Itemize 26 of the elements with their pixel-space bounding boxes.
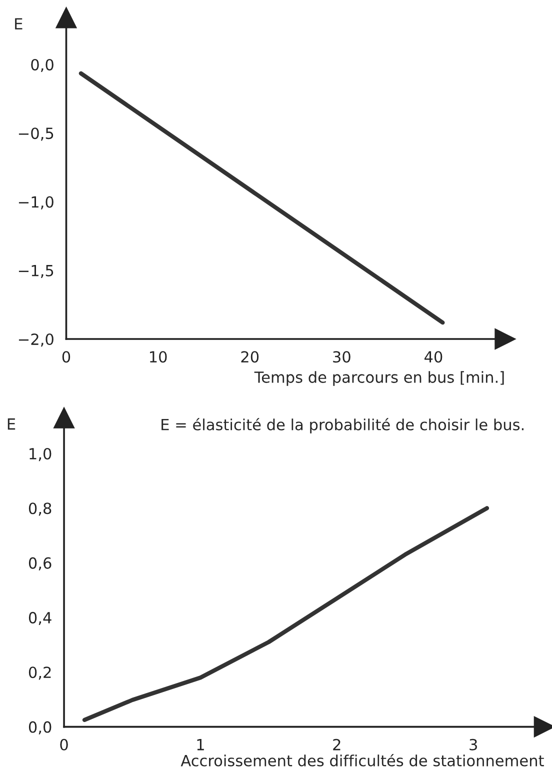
x-tick-label: 3 (470, 738, 477, 750)
x-tick-label: 0 (62, 351, 70, 363)
x-tick-label: 2 (333, 738, 340, 750)
y-tick-label: −1,0 (18, 196, 54, 210)
x-tick-label: 20 (241, 351, 259, 363)
y-axis-title: E (8, 418, 16, 430)
x-tick-label: 1 (197, 739, 204, 750)
y-tick-label: 0,4 (28, 612, 52, 626)
x-axis-title: Accroissement des difficultés de stationnement (180, 754, 544, 766)
y-tick-label: 0,8 (28, 502, 52, 516)
y-tick-label: 1,0 (30, 448, 52, 462)
y-tick-label: −2,0 (18, 333, 54, 347)
annotation: E = élasticité de la probabilité de choisir le bus. (162, 418, 524, 434)
x-tick-label: 10 (150, 351, 167, 363)
x-tick-label: 40 (424, 351, 442, 363)
x-tick-label: 0 (60, 738, 68, 750)
y-tick-label: 0,0 (31, 58, 54, 72)
y-tick-label: 0,2 (28, 666, 51, 680)
x-axis-title: Temps de parcours en bus [min.] (254, 371, 504, 386)
y-tick-label: 0,6 (28, 557, 52, 570)
x-tick-label: 30 (333, 351, 350, 363)
y-tick-label: 0,0 (28, 721, 52, 734)
y-axis-title: E (15, 18, 22, 30)
y-tick-label: −0,5 (18, 128, 54, 141)
y-tick-label: −1,5 (18, 265, 54, 278)
line-series (82, 506, 490, 722)
